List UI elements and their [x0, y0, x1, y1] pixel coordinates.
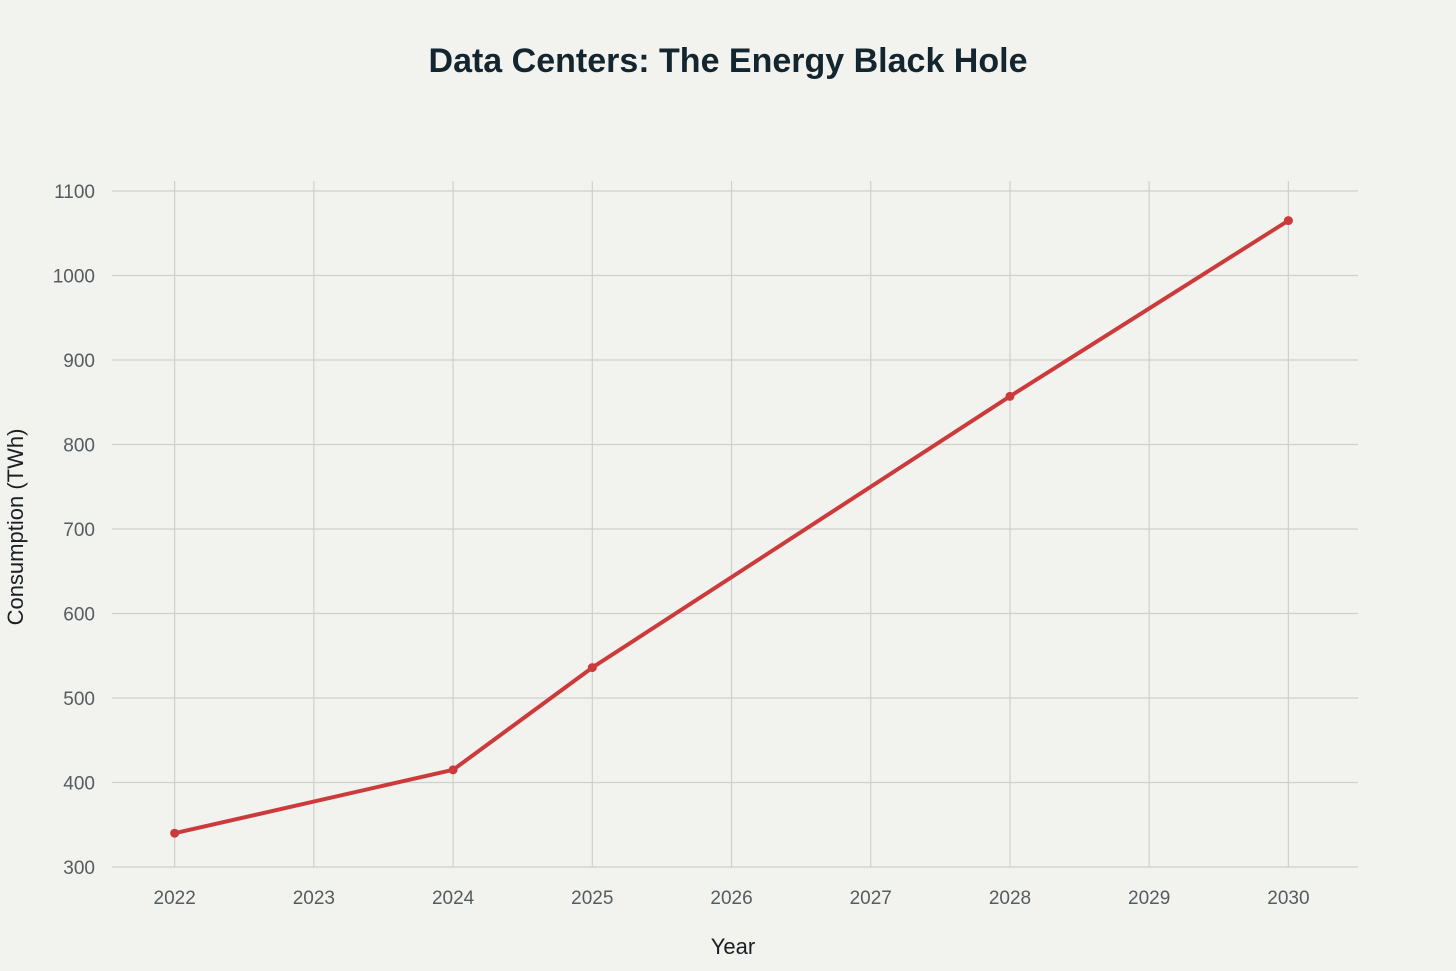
x-tick-label: 2029 — [1128, 888, 1170, 909]
y-tick-label: 300 — [63, 858, 95, 879]
data-point[interactable] — [587, 663, 597, 673]
y-tick-label: 900 — [63, 351, 95, 372]
y-tick-label: 1100 — [54, 182, 95, 203]
y-tick-label: 1000 — [53, 267, 95, 288]
x-tick-label: 2022 — [154, 888, 196, 909]
data-point[interactable] — [448, 765, 458, 775]
x-axis-ticks: 2022 2023 2024 2025 2026 2027 2028 2029 2030 — [154, 888, 1310, 909]
x-tick-label: 2030 — [1267, 888, 1309, 909]
y-tick-label: 400 — [63, 774, 95, 795]
y-tick-label: 600 — [63, 605, 95, 626]
grid — [112, 181, 1358, 868]
x-tick-label: 2028 — [989, 888, 1031, 909]
y-tick-label: 500 — [63, 689, 95, 710]
x-tick-label: 2025 — [571, 888, 613, 909]
x-tick-label: 2026 — [710, 888, 752, 909]
chart-title: Data Centers: The Energy Black Hole — [429, 42, 1028, 80]
x-tick-label: 2023 — [293, 888, 335, 909]
y-axis-ticks: 300 400 500 600 700 800 900 1000 1100 — [53, 182, 95, 879]
y-tick-label: 700 — [63, 520, 95, 541]
y-axis-title: Consumption (TWh) — [3, 429, 28, 626]
data-point[interactable] — [1283, 216, 1293, 226]
data-point[interactable] — [1005, 391, 1015, 401]
x-tick-label: 2027 — [850, 888, 892, 909]
y-tick-label: 800 — [63, 436, 95, 457]
x-tick-label: 2024 — [432, 888, 475, 909]
data-point[interactable] — [170, 828, 180, 838]
x-axis-title: Year — [711, 934, 755, 959]
series-layer — [170, 216, 1293, 838]
